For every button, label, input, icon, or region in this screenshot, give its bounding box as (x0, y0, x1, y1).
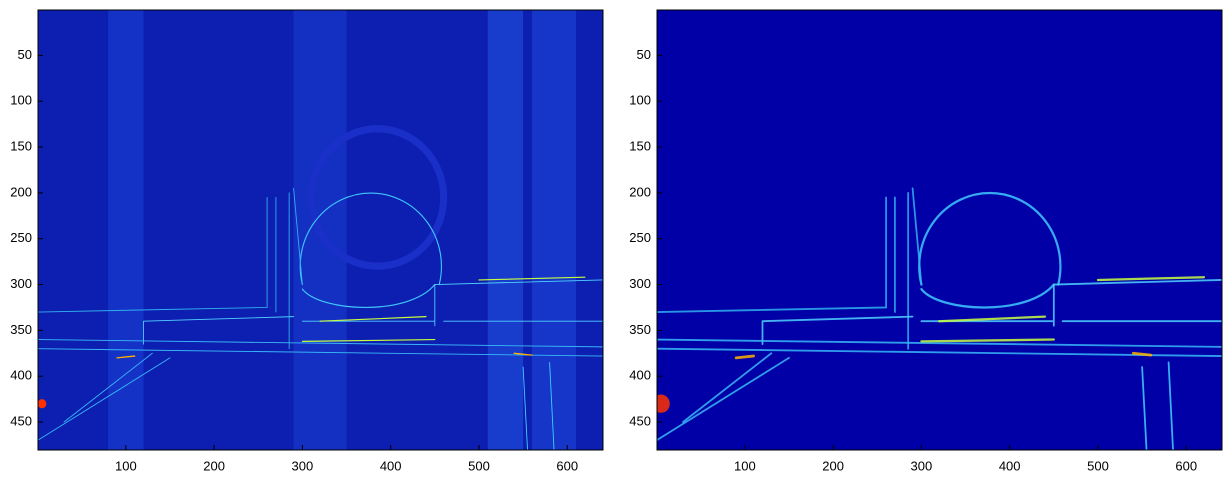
y-tick-label: 150 (10, 138, 32, 153)
y-tick-label: 150 (629, 138, 651, 153)
image-edge (734, 351, 1153, 360)
y-tick-label: 200 (10, 184, 32, 199)
x-tick-label: 200 (822, 458, 844, 473)
image-band (531, 10, 577, 450)
x-tick-label: 400 (999, 458, 1021, 473)
axes-box (37, 9, 604, 451)
image-edges (657, 187, 1222, 450)
y-tick-label: 50 (637, 47, 651, 62)
x-tick-label: 500 (1087, 458, 1109, 473)
image-edge (1141, 361, 1174, 450)
x-tick-label: 300 (292, 458, 314, 473)
y-tick-label: 100 (629, 93, 651, 108)
y-tick-label: 250 (10, 230, 32, 245)
y-tick-label: 50 (18, 47, 32, 62)
axes-box (656, 9, 1223, 451)
image-edge (657, 187, 923, 350)
y-tick-label: 200 (629, 184, 651, 199)
y-tick-label: 450 (629, 413, 651, 428)
image-background (657, 10, 1222, 450)
image-edge (38, 339, 603, 441)
x-tick-label: 600 (1175, 458, 1197, 473)
y-tick-label: 250 (629, 230, 651, 245)
image-edge (301, 276, 586, 342)
image-edge (143, 279, 603, 345)
x-tick-label: 100 (734, 458, 756, 473)
image-hotspot (38, 399, 47, 409)
image-edge (38, 187, 303, 350)
image-edge (761, 279, 1222, 346)
image-edge (522, 362, 555, 450)
y-tick-label: 100 (10, 93, 32, 108)
y-tick-label: 400 (10, 368, 32, 383)
image-edges (38, 187, 603, 450)
y-tick-label: 300 (629, 276, 651, 291)
y-tick-label: 300 (10, 276, 32, 291)
image-edge (657, 338, 1222, 442)
y-tick-label: 400 (629, 368, 651, 383)
y-tick-label: 450 (10, 413, 32, 428)
image-edge (918, 191, 1062, 309)
image-edge (920, 276, 1206, 343)
image-hotspot (657, 394, 670, 413)
x-tick-label: 200 (203, 458, 225, 473)
image-band (108, 10, 144, 450)
image-edge (299, 192, 442, 308)
x-tick-label: 500 (468, 458, 490, 473)
heatmap-image (38, 10, 603, 450)
x-tick-label: 400 (380, 458, 402, 473)
heatmap-image (657, 10, 1222, 450)
y-tick-label: 350 (629, 322, 651, 337)
x-tick-label: 600 (556, 458, 578, 473)
x-tick-label: 100 (115, 458, 137, 473)
image-edge (116, 352, 533, 359)
image-ring (307, 125, 448, 270)
x-tick-label: 300 (911, 458, 933, 473)
y-tick-label: 350 (10, 322, 32, 337)
image-band (487, 10, 524, 450)
